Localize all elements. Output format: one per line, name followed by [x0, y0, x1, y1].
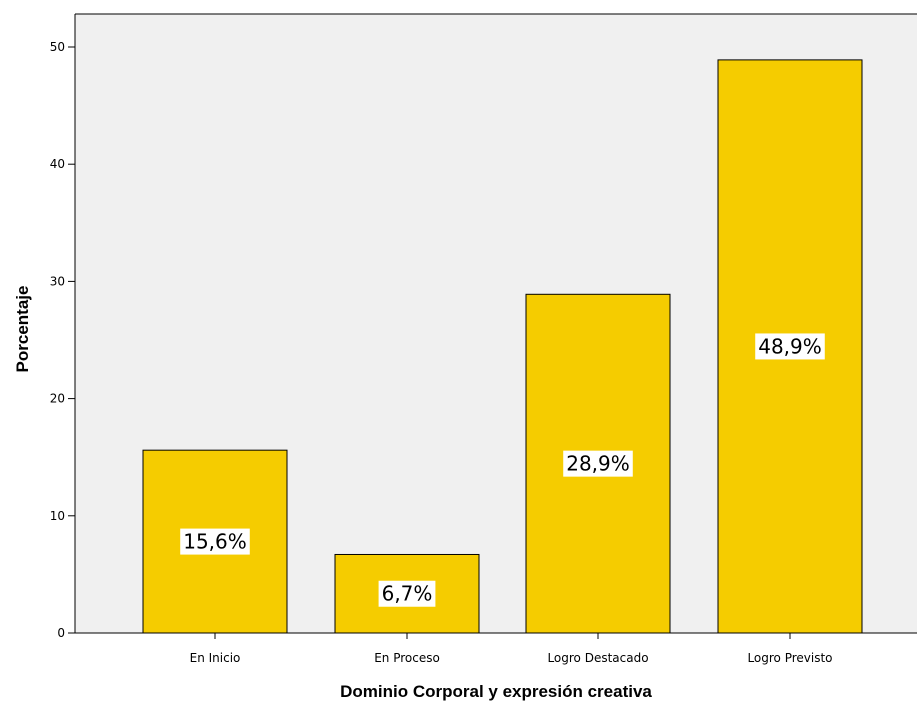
data-label-background-logro-previsto — [755, 333, 825, 360]
y-tick-label-0: 0 — [57, 626, 65, 640]
y-tick-label-50: 50 — [50, 40, 65, 54]
y-tick-label-40: 40 — [50, 157, 65, 171]
x-axis-title: Dominio Corporal y expresión creativa — [340, 682, 652, 701]
data-label-logro-destacado: 28,9% — [566, 452, 630, 476]
data-label-background-en-inicio — [180, 528, 250, 555]
data-label-en-proceso: 6,7% — [382, 582, 433, 606]
y-ticks-layer: 0 10 20 30 40 50 — [50, 40, 75, 640]
data-labels-layer: 15,6% 6,7% 28,9% 48,9% — [180, 333, 825, 607]
data-label-background-en-proceso — [378, 580, 436, 607]
data-label-en-inicio: 15,6% — [183, 530, 247, 554]
data-label-logro-previsto: 48,9% — [758, 334, 822, 358]
x-tick-label-logro-destacado: Logro Destacado — [547, 651, 648, 665]
data-label-background-logro-destacado — [563, 450, 633, 477]
x-tick-label-en-proceso: En Proceso — [374, 651, 440, 665]
x-tick-label-en-inicio: En Inicio — [190, 651, 241, 665]
x-tick-label-logro-previsto: Logro Previsto — [747, 651, 832, 665]
x-ticks-layer: En Inicio En Proceso Logro Destacado Logro … — [190, 633, 833, 665]
y-tick-label-30: 30 — [50, 274, 65, 288]
y-tick-label-10: 10 — [50, 509, 65, 523]
y-tick-label-20: 20 — [50, 392, 65, 406]
y-axis-title: Porcentaje — [13, 286, 32, 373]
